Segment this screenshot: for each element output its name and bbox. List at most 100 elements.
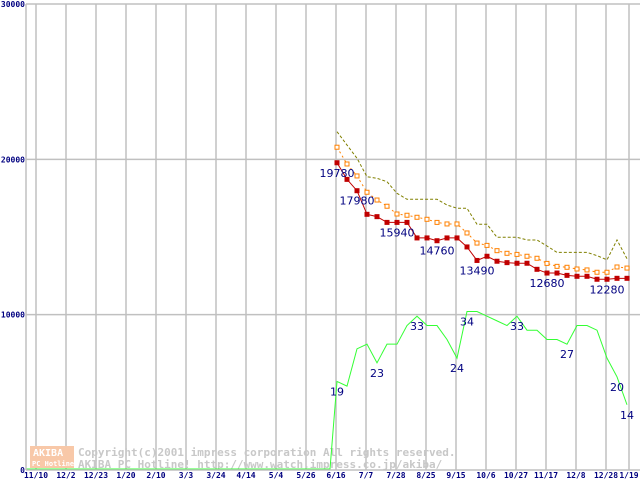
- data-label: 20: [610, 381, 624, 394]
- data-point: [474, 257, 480, 263]
- x-tick-label: 5/4: [269, 471, 284, 480]
- watermark: AKIBA PC Hotline! Copyright(c)2001 impre…: [30, 446, 456, 471]
- data-point: [524, 253, 530, 259]
- data-point: [484, 242, 490, 248]
- data-point: [424, 216, 430, 222]
- x-tick-label: 3/3: [179, 471, 194, 480]
- data-point: [604, 276, 610, 282]
- data-label: 17980: [340, 195, 375, 208]
- data-point: [444, 221, 450, 227]
- data-point: [504, 260, 510, 266]
- data-point: [364, 189, 370, 195]
- site-text: AKIBA PC Hotline! http://www.watch.impre…: [78, 458, 443, 471]
- data-point: [614, 275, 620, 281]
- data-point: [484, 253, 490, 259]
- data-point: [394, 211, 400, 217]
- x-tick-label: 4/14: [236, 471, 255, 480]
- data-point: [544, 270, 550, 276]
- data-point: [444, 235, 450, 241]
- x-tick-label: 1/20: [116, 471, 135, 480]
- data-point: [534, 255, 540, 261]
- data-label: 14: [620, 409, 634, 422]
- y-tick-label: 10000: [1, 311, 25, 320]
- data-label: 19780: [320, 167, 355, 180]
- data-point: [534, 266, 540, 272]
- data-point: [404, 219, 410, 225]
- data-label: 27: [560, 348, 574, 361]
- x-tick-label: 12/8: [566, 471, 585, 480]
- data-point: [564, 264, 570, 270]
- data-point: [584, 273, 590, 279]
- data-point: [554, 270, 560, 276]
- akiba-logo-top: [30, 446, 74, 458]
- copyright-text: Copyright(c)2001 impress corporation All…: [78, 446, 456, 459]
- x-tick-label: 7/7: [359, 471, 374, 480]
- data-point: [574, 266, 580, 272]
- x-tick-label: 12/28: [594, 471, 618, 480]
- data-point: [574, 273, 580, 279]
- data-point: [404, 212, 410, 218]
- data-point: [624, 265, 630, 271]
- data-label: 12280: [590, 283, 625, 296]
- y-tick-label: 20000: [1, 155, 25, 164]
- akiba-logo-bottom: [30, 458, 74, 468]
- data-label: 12680: [530, 277, 565, 290]
- data-point: [594, 276, 600, 282]
- data-point: [374, 214, 380, 220]
- series-layer: [26, 131, 630, 470]
- series-line-average-price: [336, 146, 628, 273]
- data-point: [414, 235, 420, 241]
- data-point: [544, 260, 550, 266]
- data-point: [434, 219, 440, 225]
- x-tick-label: 12/23: [84, 471, 108, 480]
- x-tick-label: 8/25: [416, 471, 435, 480]
- data-point: [584, 267, 590, 273]
- data-point: [504, 250, 510, 256]
- data-point: [604, 269, 610, 275]
- data-labels: 19780 17980 15940 14760 13490 12680 12280 19 23 3…: [320, 167, 635, 422]
- data-point: [594, 269, 600, 275]
- data-point: [344, 161, 350, 167]
- series-line-shop-count: [26, 311, 628, 470]
- data-point: [344, 176, 350, 182]
- data-label: 15940: [380, 226, 415, 239]
- data-point: [624, 275, 630, 281]
- data-point: [434, 238, 440, 244]
- data-point: [494, 258, 500, 264]
- data-label: 33: [510, 320, 524, 333]
- data-label: 13490: [460, 264, 495, 277]
- data-label: 14760: [420, 245, 455, 258]
- x-tick-label: 12/2: [56, 471, 75, 480]
- x-tick-label: 11/17: [534, 471, 558, 480]
- data-point: [424, 235, 430, 241]
- grid: [26, 3, 640, 470]
- data-point: [454, 221, 460, 227]
- data-point: [464, 244, 470, 250]
- logo-text-bottom: PC Hotline!: [32, 460, 78, 468]
- data-point: [514, 260, 520, 266]
- y-tick-label: 0: [20, 466, 25, 475]
- data-point: [474, 240, 480, 246]
- data-point: [384, 219, 390, 225]
- data-point: [614, 264, 620, 270]
- data-point: [514, 251, 520, 257]
- x-tick-label: 10/6: [476, 471, 495, 480]
- data-label: 34: [460, 316, 474, 329]
- data-point: [334, 144, 340, 150]
- x-tick-label: 1/19: [619, 471, 638, 480]
- x-tick-label: 10/27: [504, 471, 528, 480]
- data-point: [334, 160, 340, 166]
- data-point: [464, 230, 470, 236]
- data-point: [524, 260, 530, 266]
- data-point: [354, 188, 360, 194]
- logo-text-top: AKIBA: [33, 448, 63, 459]
- data-point: [454, 235, 460, 241]
- x-tick-label: 5/26: [296, 471, 315, 480]
- data-label: 24: [450, 362, 464, 375]
- data-point: [564, 272, 570, 278]
- x-tick-label: 9/15: [446, 471, 465, 480]
- series-line-max-price: [336, 131, 628, 261]
- series-line-min-price: [336, 162, 627, 280]
